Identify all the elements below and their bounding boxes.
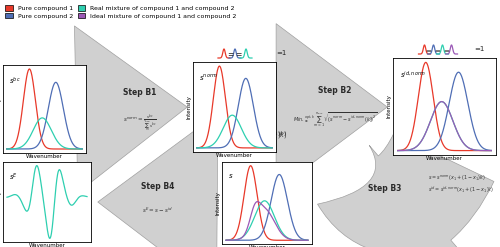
Text: $=1$: $=1$: [258, 143, 270, 150]
Text: Step B3: Step B3: [368, 184, 402, 193]
Text: $s^E=s-s^{id}$: $s^E=s-s^{id}$: [142, 206, 173, 215]
Legend: Pure compound 1, Pure compound 2, Real mixture of compound 1 and compound 2, Ide: Pure compound 1, Pure compound 2, Real m…: [3, 3, 238, 21]
Text: =: =: [444, 48, 450, 54]
Text: Step B2: Step B2: [318, 86, 352, 95]
Text: Step B1: Step B1: [124, 88, 156, 97]
Text: $\Lambda=k \quad \Lambda=1$: $\Lambda=k \quad \Lambda=1$: [230, 144, 270, 153]
Text: $=k$: $=k$: [225, 143, 238, 150]
Text: =: =: [426, 48, 432, 54]
Text: $s=s^{norm}(x_1+(1-x_1)k)$
$s^{id}=s^{id,norm}(x_1+(1-x_1)k)$: $s=s^{norm}(x_1+(1-x_1)k)$ $s^{id}=s^{id…: [428, 173, 494, 195]
Text: =: =: [434, 48, 440, 54]
Text: $Min._{\circledast}^{opt,k}\sum_{m=1}^{n_{pix}}\sqrt{(s^{norm}-s^{id,norm}(k))^2: $Min._{\circledast}^{opt,k}\sum_{m=1}^{n…: [292, 110, 378, 129]
Text: =1: =1: [474, 46, 484, 52]
Text: Step B4: Step B4: [141, 182, 174, 191]
Text: $s^{norm}=\frac{s^{bc}}{\sum_{m}^{n_{Pixel}}s^{bc}}$: $s^{norm}=\frac{s^{bc}}{\sum_{m}^{n_{Pix…: [123, 112, 157, 134]
Text: =: =: [227, 50, 233, 60]
Text: =: =: [235, 50, 241, 60]
Text: $\Lambda=\Lambda=(x_1+(1-x_1)k)$: $\Lambda=\Lambda=(x_1+(1-x_1)k)$: [212, 130, 288, 141]
Text: $=(x_1+(1-x_1)k)$: $=(x_1+(1-x_1)k)$: [235, 129, 287, 138]
Text: =1: =1: [276, 50, 286, 56]
